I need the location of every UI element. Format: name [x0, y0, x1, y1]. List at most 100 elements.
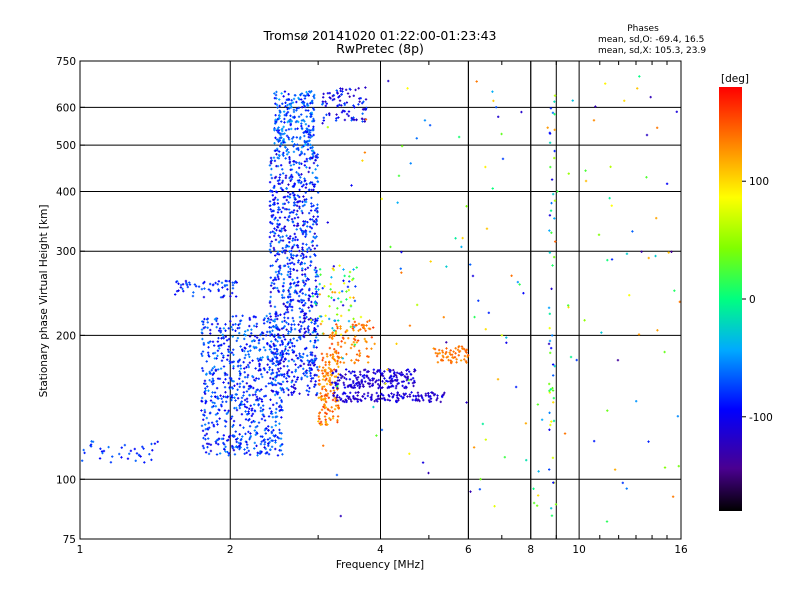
- data-point: [290, 358, 294, 361]
- plot-frame: [79, 60, 682, 540]
- data-point: [337, 407, 340, 410]
- data-point: [362, 385, 365, 388]
- data-point: [311, 218, 314, 221]
- data-point: [221, 333, 224, 337]
- data-point: [457, 345, 460, 349]
- data-point: [269, 359, 272, 363]
- data-point: [341, 392, 345, 396]
- data-point: [285, 134, 289, 138]
- data-point: [303, 177, 306, 180]
- data-point: [270, 215, 274, 219]
- data-point: [261, 375, 264, 379]
- data-point: [367, 376, 370, 380]
- data-point: [350, 359, 353, 362]
- data-point: [280, 356, 284, 360]
- data-point: [291, 137, 294, 140]
- data-point: [295, 213, 298, 216]
- data-point: [357, 391, 360, 394]
- data-point: [309, 304, 313, 307]
- data-point: [284, 229, 287, 232]
- data-point: [246, 363, 250, 367]
- data-point: [238, 326, 241, 330]
- data-point: [569, 355, 573, 359]
- data-point: [290, 246, 294, 250]
- data-point: [432, 393, 436, 397]
- data-point: [265, 314, 268, 318]
- data-point: [307, 188, 311, 192]
- data-point: [222, 434, 226, 437]
- data-point: [301, 321, 305, 324]
- data-point: [303, 97, 307, 100]
- data-point: [302, 94, 306, 97]
- data-point: [413, 381, 416, 384]
- data-point: [206, 321, 209, 324]
- data-point: [288, 258, 291, 262]
- data-point: [227, 327, 230, 330]
- data-point: [282, 281, 286, 285]
- data-point: [339, 87, 342, 90]
- data-point: [240, 348, 244, 351]
- data-point: [418, 399, 421, 403]
- data-point: [277, 327, 280, 331]
- data-point: [342, 279, 345, 282]
- data-point: [313, 209, 317, 212]
- data-point: [305, 389, 308, 392]
- data-point: [356, 400, 359, 403]
- data-point: [294, 127, 297, 131]
- data-point: [549, 346, 553, 350]
- data-point: [309, 112, 312, 115]
- data-point: [276, 117, 280, 121]
- data-point: [368, 327, 372, 331]
- data-point: [444, 352, 447, 355]
- data-point: [347, 114, 350, 118]
- data-point: [238, 404, 241, 407]
- data-point: [293, 115, 296, 119]
- data-point: [292, 201, 296, 204]
- data-point: [268, 164, 272, 167]
- data-point: [287, 393, 290, 397]
- data-point: [447, 358, 450, 362]
- data-point: [313, 268, 316, 272]
- data-point: [328, 381, 332, 384]
- data-point: [274, 424, 278, 427]
- data-point: [348, 395, 351, 399]
- data-point: [339, 325, 342, 328]
- data-point: [282, 364, 286, 368]
- data-point: [296, 276, 299, 280]
- data-point: [553, 156, 556, 160]
- data-point: [272, 353, 276, 356]
- data-point: [355, 358, 358, 362]
- data-point: [352, 104, 355, 107]
- y-tick-label: 750: [56, 56, 76, 68]
- data-point: [290, 217, 294, 221]
- data-point: [299, 254, 303, 258]
- data-point: [311, 156, 314, 160]
- data-point: [278, 328, 281, 332]
- data-point: [309, 363, 312, 367]
- data-point: [286, 195, 289, 198]
- data-point: [339, 333, 343, 336]
- data-point: [208, 412, 212, 415]
- data-point: [203, 325, 207, 329]
- data-point: [216, 412, 219, 415]
- x-tick-label: 16: [674, 544, 688, 556]
- data-point: [279, 449, 283, 452]
- data-point: [270, 281, 274, 285]
- data-point: [301, 273, 304, 276]
- data-point: [365, 374, 368, 378]
- data-point: [248, 324, 251, 328]
- data-point: [248, 394, 251, 397]
- data-point: [314, 266, 317, 270]
- data-point: [286, 316, 290, 320]
- data-point: [288, 211, 292, 215]
- data-point: [302, 367, 305, 371]
- data-point: [340, 340, 343, 343]
- data-point: [261, 404, 265, 407]
- data-point: [553, 364, 557, 368]
- data-point: [262, 318, 266, 322]
- data-point: [288, 302, 292, 306]
- data-point: [473, 315, 476, 319]
- data-point: [396, 391, 399, 394]
- data-point: [281, 443, 284, 446]
- data-point: [298, 330, 302, 334]
